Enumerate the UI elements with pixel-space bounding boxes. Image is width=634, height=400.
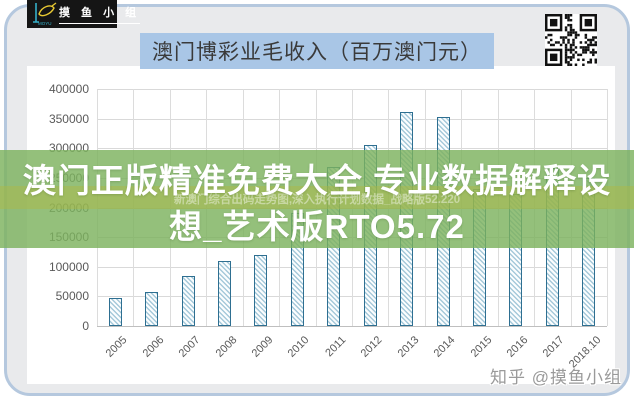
x-axis-label: 2016 xyxy=(504,334,531,360)
y-axis-label: 350000 xyxy=(48,111,89,126)
x-axis-line xyxy=(97,326,607,327)
x-axis-label: 2010 xyxy=(286,334,312,360)
promo-faint-text: 新澳门综合出码走势图,深入执行计划数据_战略版52.220 xyxy=(173,194,461,206)
x-axis-label: 2006 xyxy=(140,334,167,360)
bar xyxy=(108,298,122,326)
promo-text-line1: 澳门正版精准免费大全,专业数据解释设 xyxy=(22,162,612,199)
promo-text-line2: 想_艺术版RTO5.72 xyxy=(169,208,465,245)
x-axis-label: 2005 xyxy=(103,334,130,360)
brand-logo: MOYU 摸 鱼 小 组 xyxy=(27,0,141,28)
x-axis-label: 2014 xyxy=(431,334,458,360)
x-axis-label: 2017 xyxy=(541,334,567,360)
chart-title: 澳门博彩业毛收入（百万澳门元） xyxy=(140,33,494,69)
x-axis-label: 2013 xyxy=(395,334,422,360)
promo-overlay-strip xyxy=(0,186,634,209)
promo-overlay: 新澳门综合出码走势图,深入执行计划数据_战略版52.220 澳门正版精准免费大全… xyxy=(0,150,634,248)
bar xyxy=(181,276,195,326)
logo-sub-text: MOYU xyxy=(38,21,52,26)
x-axis-label: 2012 xyxy=(358,334,385,360)
chart-title-row: 澳门博彩业毛收入（百万澳门元） xyxy=(0,33,634,69)
fish-logo-icon: MOYU xyxy=(29,2,59,26)
x-axis-label: 2011 xyxy=(323,334,349,360)
y-axis-label: 0 xyxy=(82,319,89,333)
y-axis-label: 400000 xyxy=(48,82,89,96)
y-axis-label: 50000 xyxy=(55,289,89,304)
x-axis-label: 2015 xyxy=(468,334,494,360)
qr-code xyxy=(545,14,597,66)
watermark: 知乎 @摸鱼小组 xyxy=(490,368,622,387)
x-axis-label: 2008 xyxy=(213,334,239,360)
bar xyxy=(254,254,268,326)
y-axis-label: 100000 xyxy=(48,259,89,274)
x-axis-label: 2007 xyxy=(176,334,203,360)
logo-brand-text: 摸 鱼 小 组 xyxy=(59,4,141,24)
x-axis-label: 2009 xyxy=(249,334,276,360)
bar xyxy=(218,260,231,326)
bar xyxy=(145,291,159,326)
